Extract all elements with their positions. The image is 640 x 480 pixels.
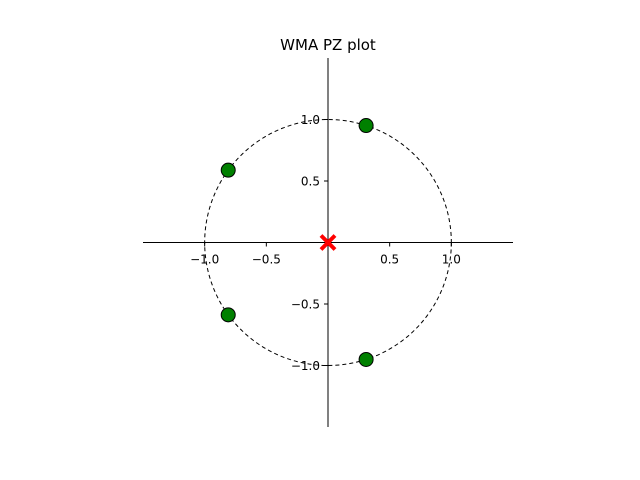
zero-marker — [220, 307, 236, 323]
markers — [220, 118, 374, 367]
y-tick-label: 1.0 — [301, 113, 320, 127]
zero-marker — [358, 118, 374, 134]
pole-marker — [319, 234, 337, 251]
ticks: −1.0 −0.5 0.5 1.0 1.0 0.5 −0.5 −1.0 — [190, 113, 461, 373]
x-tick-label: −1.0 — [190, 253, 219, 267]
y-tick-label: −1.0 — [291, 359, 320, 373]
x-tick-label: 1.0 — [442, 253, 461, 267]
y-tick-label: 0.5 — [301, 175, 320, 189]
pole-stroke — [319, 234, 337, 251]
x-tick-label: 0.5 — [380, 253, 399, 267]
zero-marker — [220, 162, 236, 178]
zero-marker — [358, 351, 374, 367]
x-tick-label: −0.5 — [252, 253, 281, 267]
chart-title: WMA PZ plot — [280, 36, 376, 54]
y-tick-label: −0.5 — [291, 298, 320, 312]
